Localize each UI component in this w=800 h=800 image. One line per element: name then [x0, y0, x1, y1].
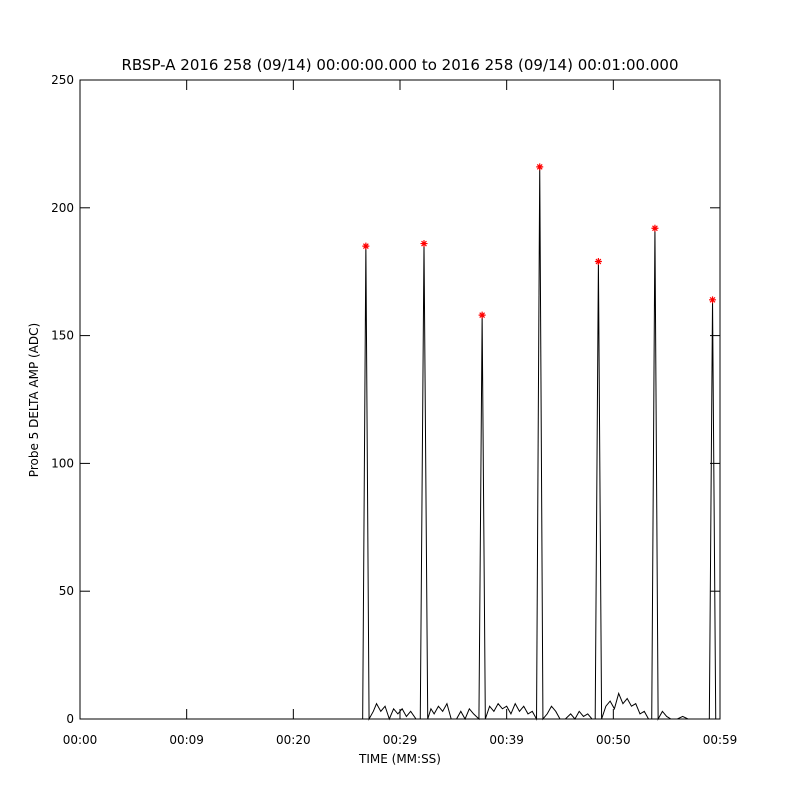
- y-tick-label: 0: [66, 712, 74, 726]
- x-tick-label: 00:20: [276, 733, 311, 747]
- x-tick-label: 00:59: [703, 733, 738, 747]
- y-tick-label: 150: [51, 329, 74, 343]
- y-tick-label: 200: [51, 201, 74, 215]
- y-axis-label: Probe 5 DELTA AMP (ADC): [27, 323, 41, 477]
- data-line: [80, 166, 720, 721]
- x-tick-label: 00:50: [596, 733, 631, 747]
- peak-marker: [651, 224, 659, 232]
- peak-marker: [420, 240, 428, 248]
- x-tick-label: 00:09: [169, 733, 204, 747]
- peak-marker: [362, 242, 370, 250]
- x-tick-label: 00:39: [489, 733, 524, 747]
- peak-marker: [594, 257, 602, 265]
- x-axis-label: TIME (MM:SS): [358, 752, 441, 766]
- peak-marker: [709, 296, 717, 304]
- chart-title: RBSP-A 2016 258 (09/14) 00:00:00.000 to …: [121, 56, 678, 74]
- x-tick-label: 00:00: [63, 733, 98, 747]
- y-tick-label: 100: [51, 456, 74, 470]
- y-tick-label: 250: [51, 73, 74, 87]
- x-tick-label: 00:29: [383, 733, 418, 747]
- y-tick-label: 50: [59, 584, 74, 598]
- peak-marker: [536, 163, 544, 171]
- peak-marker: [478, 311, 486, 319]
